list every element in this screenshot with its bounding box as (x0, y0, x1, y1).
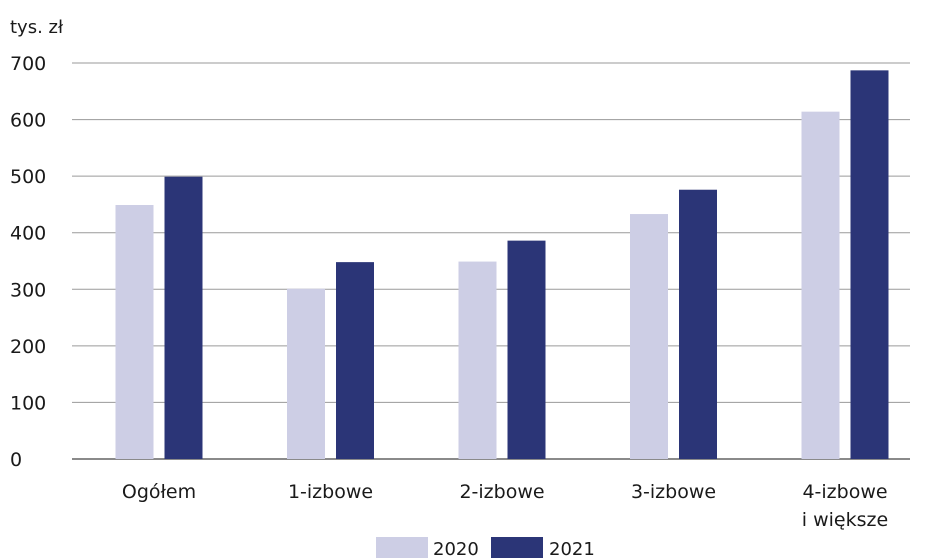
y-tick-label: 300 (10, 279, 46, 301)
bar-2020-0 (115, 204, 154, 459)
y-tick-label: 0 (10, 449, 22, 471)
bar-2020-3 (630, 214, 668, 459)
category-label: Ogółem (122, 481, 196, 503)
bar-2021-3 (679, 189, 717, 459)
y-tick-labels: 0 100 200 300 400 500 600 700 (10, 53, 46, 471)
bar-2021-1 (336, 262, 374, 459)
category-label: i większe (802, 509, 888, 531)
category-label: 1-izbowe (288, 481, 373, 503)
category-label: 2-izbowe (459, 481, 544, 503)
legend-swatch-2020 (376, 537, 428, 558)
y-tick-label: 200 (10, 336, 46, 358)
legend-label-2020: 2020 (433, 539, 479, 558)
legend-swatch-2021 (491, 537, 543, 558)
legend-label-2021: 2021 (549, 539, 595, 558)
gridlines (72, 62, 910, 460)
category-label: 4-izbowe (802, 481, 887, 503)
bar-2020-4 (801, 111, 840, 459)
y-axis-unit-label: tys. zł (10, 17, 64, 38)
x-tick-labels: Ogółem 1-izbowe 2-izbowe 3-izbowe 4-izbowe i … (122, 481, 888, 531)
legend: 2020 2021 (376, 537, 595, 558)
bar-2021-4 (850, 70, 889, 460)
y-tick-label: 400 (10, 223, 46, 245)
bars (115, 70, 889, 460)
y-tick-label: 600 (10, 110, 46, 132)
bar-2020-2 (458, 261, 497, 459)
y-tick-label: 100 (10, 392, 46, 414)
bar-2021-2 (507, 240, 546, 459)
bar-2020-1 (287, 288, 325, 459)
bar-2021-0 (164, 176, 203, 460)
y-tick-label: 700 (10, 53, 46, 75)
y-tick-label: 500 (10, 166, 46, 188)
category-label: 3-izbowe (631, 481, 716, 503)
